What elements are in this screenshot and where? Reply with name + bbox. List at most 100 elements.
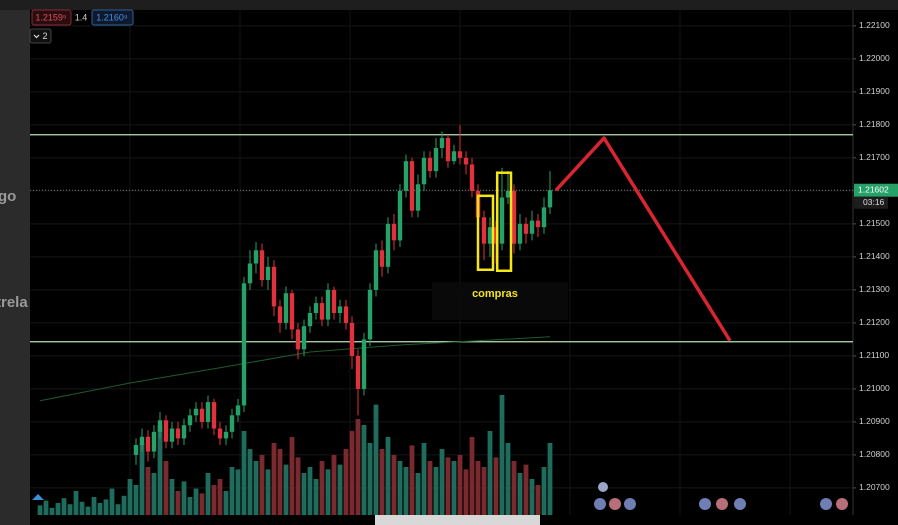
volume-bar (385, 437, 391, 515)
volume-bar (289, 437, 295, 515)
candle-body (451, 151, 457, 162)
candle-body (241, 283, 247, 406)
volume-bar (409, 445, 415, 515)
candle-body (139, 436, 145, 446)
y-tick-label: 1.21500 (859, 218, 890, 228)
volume-bar (85, 506, 91, 515)
candle-body (157, 420, 163, 432)
y-tick-label: 1.21900 (859, 86, 890, 96)
countdown-tag (854, 196, 888, 209)
scrollbar[interactable] (375, 515, 540, 525)
volume-bar (49, 507, 55, 515)
candle-body (403, 161, 409, 191)
event-icon[interactable] (699, 498, 711, 510)
volume-bar (91, 497, 97, 515)
bid-price: 1.2159⁵ (35, 12, 67, 22)
volume-bar (43, 500, 49, 515)
volume-bar (433, 467, 439, 515)
candle-body (307, 313, 313, 327)
candle-body (433, 147, 439, 172)
volume-bar (487, 431, 493, 515)
side-text: trela (0, 294, 28, 311)
side-panel (0, 0, 30, 525)
volume-bar (343, 449, 349, 515)
candle-body (457, 151, 463, 158)
candle-body (355, 355, 361, 389)
event-icon[interactable] (734, 498, 746, 510)
interval-button[interactable] (29, 28, 52, 44)
spread: 1.4 (75, 12, 88, 22)
volume-bar (73, 491, 79, 515)
volume-bar (301, 473, 307, 515)
volume-bar (127, 479, 133, 515)
candle-body (367, 289, 373, 340)
price-tag-label: 1.21602 (858, 184, 889, 194)
candle-body (499, 197, 505, 244)
highlight-box (476, 194, 495, 272)
candle-body (469, 164, 475, 191)
candle-body (529, 220, 535, 234)
candle-body (547, 190, 553, 208)
volume-bar (403, 467, 409, 515)
candle-body (523, 223, 529, 234)
volume-bar (361, 425, 367, 515)
candle-body (253, 250, 259, 264)
candle-body (205, 402, 211, 422)
volume-bar (535, 485, 541, 515)
volume-bar (247, 449, 253, 515)
candle-body (277, 306, 283, 323)
candle-body (427, 157, 433, 172)
volume-bar (355, 419, 361, 515)
bid-box[interactable] (31, 9, 72, 26)
volume-bar (199, 493, 205, 515)
candle-body (349, 322, 355, 356)
candle-body (283, 293, 289, 323)
candle-body (211, 402, 217, 429)
volume-bar (445, 457, 451, 515)
y-tick-label: 1.21700 (859, 152, 890, 162)
event-icon[interactable] (594, 498, 606, 510)
volume-bar (439, 449, 445, 515)
volume-bar (319, 461, 325, 515)
volume-bar (139, 443, 145, 515)
candle-body (331, 289, 337, 313)
volume-bar (481, 467, 487, 515)
candle-body (217, 428, 223, 439)
event-icon[interactable] (716, 498, 728, 510)
volume-bar (499, 395, 505, 515)
volume-bar (283, 464, 289, 515)
candle-body (313, 303, 319, 313)
volume-bar (451, 461, 457, 515)
volume-bar (217, 479, 223, 515)
volume-bar (205, 473, 211, 515)
event-icon[interactable] (609, 498, 621, 510)
projection-line (554, 136, 732, 342)
candle-body (229, 415, 235, 432)
volume-bar (181, 481, 187, 515)
event-icon[interactable] (836, 498, 848, 510)
chevron (33, 34, 40, 39)
volume-bar (163, 461, 169, 515)
volume-bar (253, 461, 259, 515)
volume-bar (427, 461, 433, 515)
event-icon[interactable] (624, 498, 636, 510)
y-tick-label: 1.22100 (859, 20, 890, 30)
ask-box[interactable] (91, 9, 134, 26)
event-icon[interactable] (598, 482, 608, 492)
top-strip (0, 0, 898, 10)
candle-body (223, 431, 229, 439)
volume-bar (529, 479, 535, 515)
y-tick-label: 1.20700 (859, 482, 890, 492)
y-tick-label: 1.20800 (859, 449, 890, 459)
price-tag (854, 183, 898, 197)
candle-body (517, 223, 523, 244)
candle-body (145, 436, 151, 452)
volume-bar (115, 504, 121, 515)
volume-bar (415, 473, 421, 515)
volume-bar (349, 431, 355, 515)
countdown: 03:16 (863, 197, 885, 207)
volume-bar (475, 461, 481, 515)
event-icon[interactable] (820, 498, 832, 510)
candle-body (265, 266, 271, 280)
